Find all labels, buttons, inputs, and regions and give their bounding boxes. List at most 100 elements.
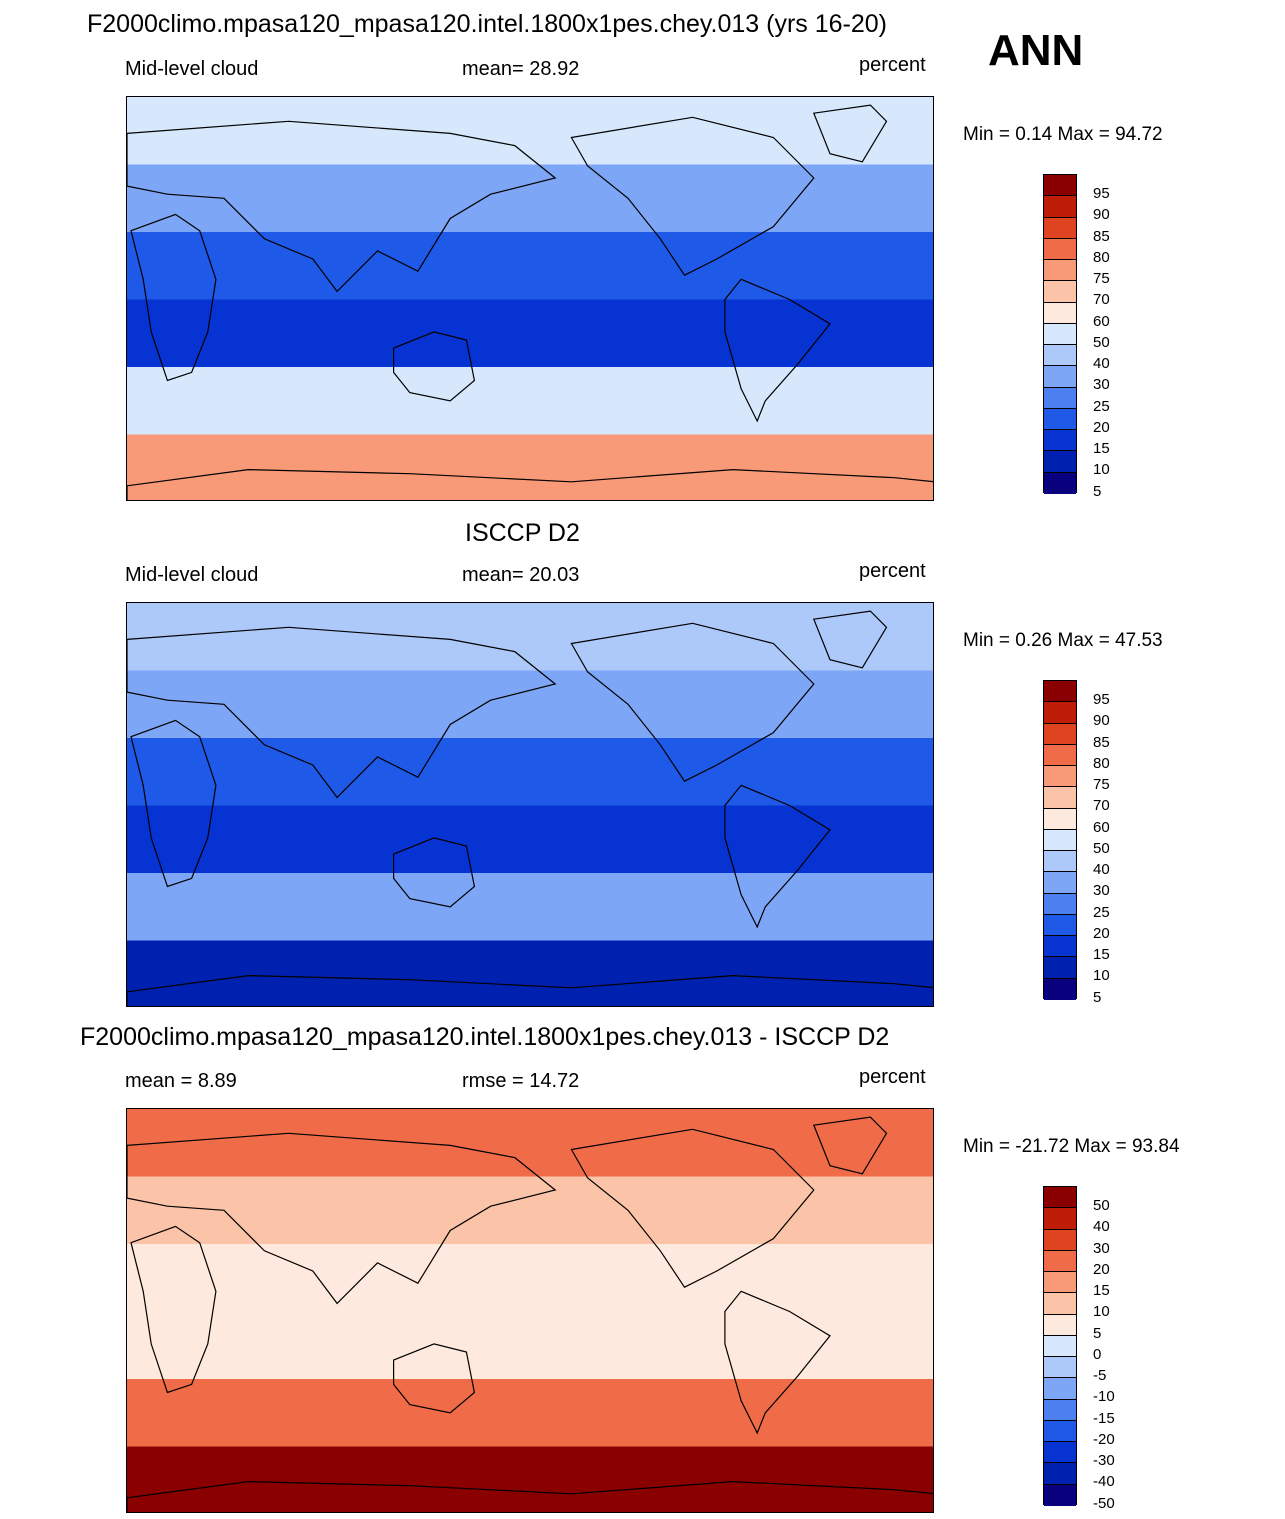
coastline — [130, 719, 217, 888]
colorbar-swatch — [1044, 914, 1076, 937]
coastline — [812, 610, 888, 669]
colorbar-swatch — [1044, 893, 1076, 915]
coastline — [393, 1343, 476, 1414]
coastline — [812, 104, 888, 163]
map-lat-band — [127, 805, 933, 874]
panel-1-units-label: percent — [859, 54, 926, 76]
map-lat-band — [127, 1244, 933, 1313]
coastline — [393, 331, 476, 402]
panel-1-minmax: Min = 0.14 Max = 94.72 — [963, 124, 1163, 145]
colorbar-tick-label: 30 — [1093, 882, 1110, 900]
colorbar-swatch — [1044, 196, 1076, 218]
panel-2-minmax: Min = 0.26 Max = 47.53 — [963, 630, 1163, 651]
colorbar-swatch — [1044, 1208, 1076, 1230]
colorbar-tick-label: -40 — [1093, 1473, 1115, 1491]
colorbar-swatch — [1044, 472, 1076, 494]
colorbar-tick-label: 75 — [1093, 270, 1110, 288]
colorbar-swatch — [1044, 1335, 1076, 1358]
colorbar-swatch — [1044, 744, 1076, 767]
coastline — [127, 1480, 933, 1512]
season-label: ANN — [988, 26, 1084, 75]
panel-1-colorbar — [1043, 174, 1077, 494]
panel-2-left-label: Mid-level cloud — [125, 564, 259, 586]
colorbar-swatch — [1044, 787, 1076, 809]
coastline — [570, 622, 815, 782]
colorbar-swatch — [1044, 323, 1076, 346]
panel-2-units-label: percent — [859, 560, 926, 582]
coastline — [127, 468, 933, 500]
coastline — [724, 278, 831, 423]
map-lat-band — [127, 940, 933, 1006]
panel-3-title: F2000climo.mpasa120_mpasa120.intel.1800x… — [80, 1023, 890, 1051]
coastline — [724, 784, 831, 929]
colorbar-swatch — [1044, 302, 1076, 324]
colorbar-tick-label: 20 — [1093, 1260, 1110, 1278]
panel-1-map-svg — [127, 97, 933, 500]
panel-3-units-label: percent — [859, 1066, 926, 1088]
colorbar-tick-label: 15 — [1093, 946, 1110, 964]
colorbar-tick-label: 85 — [1093, 733, 1110, 751]
panel-1-mean-label: mean= 28.92 — [462, 58, 580, 80]
colorbar-tick-label: 75 — [1093, 776, 1110, 794]
colorbar-swatch — [1044, 681, 1076, 703]
colorbar-tick-label: 30 — [1093, 1239, 1110, 1257]
colorbar-tick-label: 60 — [1093, 312, 1110, 330]
map-lat-band — [127, 738, 933, 807]
coastline — [130, 213, 217, 382]
colorbar-swatch — [1044, 978, 1076, 1000]
colorbar-swatch — [1044, 260, 1076, 282]
colorbar-tick-label: -15 — [1093, 1409, 1115, 1427]
colorbar-tick-label: 50 — [1093, 839, 1110, 857]
colorbar-swatch — [1044, 238, 1076, 261]
panel-3-mean-label: mean = 8.89 — [125, 1070, 237, 1092]
colorbar-tick-label: 50 — [1093, 1197, 1110, 1214]
colorbar-swatch — [1044, 366, 1076, 388]
colorbar-tick-label: 20 — [1093, 418, 1110, 436]
colorbar-tick-label: -20 — [1093, 1430, 1115, 1448]
colorbar-tick-label: 5 — [1093, 1324, 1102, 1342]
colorbar-swatch — [1044, 766, 1076, 788]
map-lat-band — [127, 1176, 933, 1245]
colorbar-tick-label: 15 — [1093, 440, 1110, 458]
colorbar-tick-label: 40 — [1093, 861, 1110, 879]
colorbar-tick-label: 95 — [1093, 185, 1110, 202]
colorbar-tick-label: 15 — [1093, 1282, 1110, 1300]
colorbar-swatch — [1044, 936, 1076, 958]
colorbar-tick-label: -30 — [1093, 1452, 1115, 1470]
coastline — [127, 974, 933, 1006]
colorbar-tick-label: 85 — [1093, 227, 1110, 245]
colorbar-tick-label: 95 — [1093, 691, 1110, 708]
colorbar-tick-label: -5 — [1093, 1367, 1107, 1385]
colorbar-swatch — [1044, 1399, 1076, 1421]
colorbar-swatch — [1044, 451, 1076, 473]
colorbar-tick-label: 25 — [1093, 397, 1110, 415]
panel-2-colorbar — [1043, 680, 1077, 1000]
map-lat-band — [127, 1379, 933, 1448]
coastline — [393, 837, 476, 908]
map-lat-band — [127, 164, 933, 233]
panel-2-map — [126, 602, 934, 1007]
colorbar-swatch — [1044, 1314, 1076, 1336]
map-lat-band — [127, 434, 933, 500]
colorbar-swatch — [1044, 1420, 1076, 1443]
colorbar-tick-label: 90 — [1093, 206, 1110, 224]
colorbar-swatch — [1044, 408, 1076, 431]
map-lat-band — [127, 97, 933, 166]
colorbar-tick-label: 10 — [1093, 1303, 1110, 1321]
colorbar-swatch — [1044, 723, 1076, 745]
panel-3-colorbar — [1043, 1186, 1077, 1506]
colorbar-swatch — [1044, 1272, 1076, 1294]
colorbar-swatch — [1044, 217, 1076, 239]
map-lat-band — [127, 603, 933, 672]
panel-1-map — [126, 96, 934, 501]
colorbar-swatch — [1044, 1250, 1076, 1273]
coastline — [570, 1128, 815, 1288]
colorbar-swatch — [1044, 808, 1076, 830]
colorbar-tick-label: 5 — [1093, 482, 1102, 500]
colorbar-swatch — [1044, 1357, 1076, 1379]
colorbar-tick-label: 30 — [1093, 376, 1110, 394]
colorbar-swatch — [1044, 345, 1076, 367]
colorbar-tick-label: -50 — [1093, 1494, 1115, 1512]
colorbar-swatch — [1044, 1484, 1076, 1506]
panel-3-map-svg — [127, 1109, 933, 1512]
